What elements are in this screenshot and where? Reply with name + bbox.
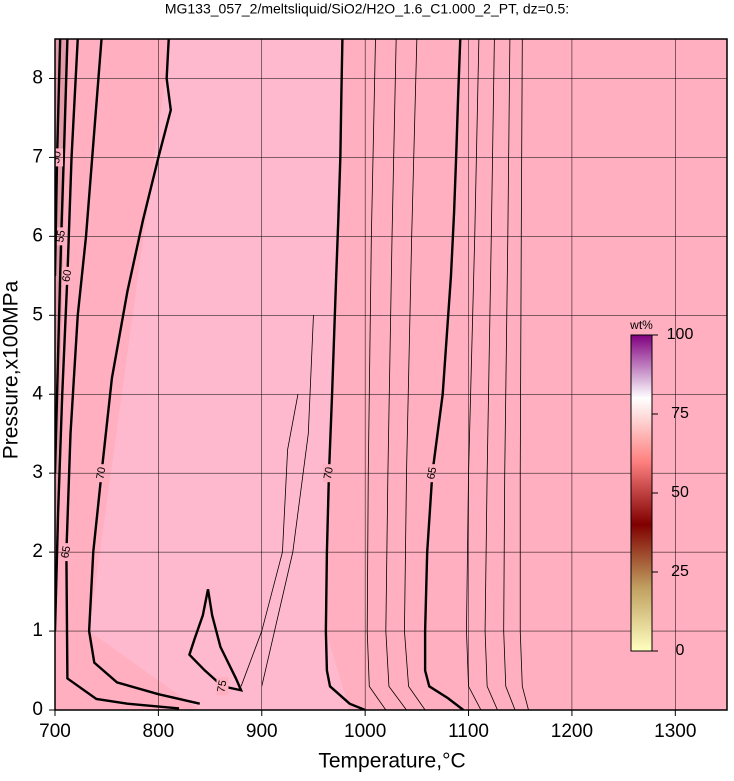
contour-label: 75 xyxy=(215,679,229,693)
contour-label-bg xyxy=(216,677,229,696)
y-tick-label: 1 xyxy=(32,620,43,641)
y-axis-label: Pressure,x100MPa xyxy=(0,280,23,459)
colorbar-tick-label: 25 xyxy=(671,563,689,580)
contour-label-bg xyxy=(61,266,74,285)
contour-label: 60 xyxy=(60,269,74,283)
y-tick-label: 4 xyxy=(32,383,43,404)
x-tick-label: 1300 xyxy=(654,721,696,742)
y-tick-label: 7 xyxy=(32,146,43,167)
light-region xyxy=(89,39,350,710)
y-tick-label: 2 xyxy=(32,541,43,562)
y-tick-label: 5 xyxy=(32,304,43,325)
colorbar-label: wt% xyxy=(629,318,653,332)
x-tick-label: 700 xyxy=(39,721,71,742)
y-tick-label: 6 xyxy=(32,225,43,246)
y-tick-label: 8 xyxy=(32,67,43,88)
dark-edge xyxy=(55,39,68,710)
y-tick-label: 0 xyxy=(32,699,43,720)
overlay: 700 800 900 1000 1100 1200 1300 0 1 2 3 4 5 6 7 8 wt% 0 25… xyxy=(32,38,728,742)
plot-frame xyxy=(54,38,728,711)
colorbar xyxy=(630,334,653,652)
colorbar-tick-label: 50 xyxy=(671,484,689,501)
x-tick-label: 800 xyxy=(143,721,175,742)
x-tick-label: 1100 xyxy=(448,721,489,742)
x-axis-label: Temperature,°C xyxy=(318,750,465,773)
contour-line xyxy=(87,39,201,705)
x-tick-label: 900 xyxy=(246,721,278,742)
contour-line xyxy=(55,39,79,632)
contour-line xyxy=(261,315,314,687)
colorbar-tick-label: 0 xyxy=(676,642,685,659)
y-tick-label: 3 xyxy=(32,462,43,483)
colorbar-tick-label: 75 xyxy=(671,405,689,422)
colorbar-tick-label: 100 xyxy=(667,326,694,343)
x-tick-label: 1200 xyxy=(551,721,593,742)
x-tick-label: 1000 xyxy=(344,721,386,742)
chart-title: MG133_057_2/meltsliquid/SiO2/H2O_1.6_C1.… xyxy=(165,1,569,17)
